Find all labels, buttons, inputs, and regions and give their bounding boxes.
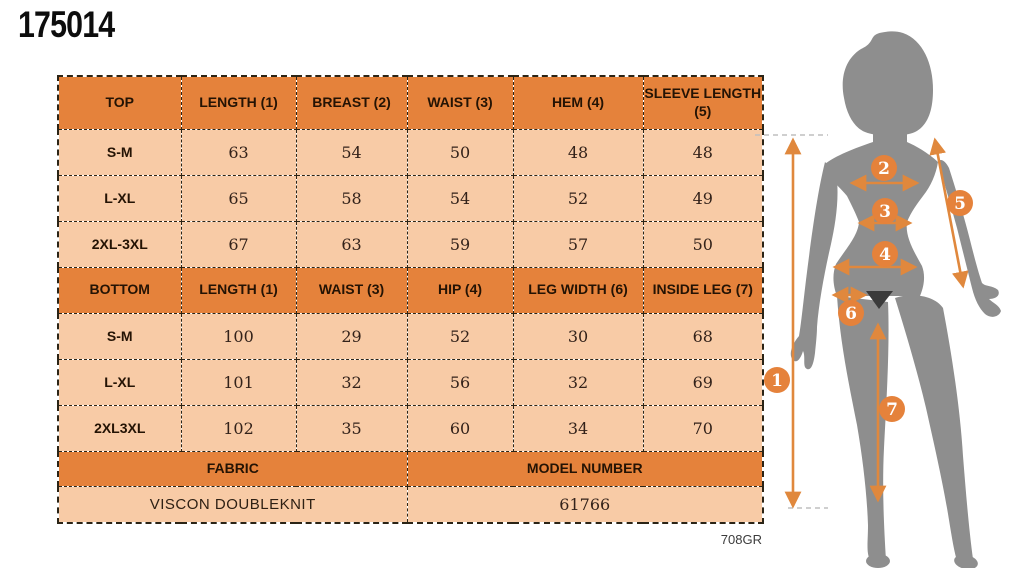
value-cell: 54 (295, 128, 408, 176)
marker-label: 6 (845, 304, 857, 324)
bottom-header-row: BOTTOM LENGTH (1) WAIST (3) HIP (4) LEG … (57, 266, 764, 314)
value-cell: 50 (642, 220, 764, 268)
arrow-sleeve-5 (929, 137, 969, 289)
value-cell: 49 (642, 174, 764, 222)
marker-circle-4 (872, 241, 898, 267)
header-cell-hip: HIP (4) (406, 266, 514, 314)
header-cell-sleeve-length: SLEEVE LENGTH (5) (642, 75, 764, 130)
value-cell: 32 (295, 358, 408, 406)
fabric-value-cell: VISCON DOUBLEKNIT (57, 485, 408, 524)
value-cell: 54 (406, 174, 514, 222)
top-header-row: TOP LENGTH (1) BREAST (2) WAIST (3) HEM … (57, 75, 764, 130)
value-cell: 100 (180, 312, 297, 360)
marker-label: 3 (879, 202, 891, 222)
marker-circle-1 (764, 367, 790, 393)
header-cell-waist: WAIST (3) (295, 266, 408, 314)
header-cell-length: LENGTH (1) (180, 266, 297, 314)
header-cell-inside-leg: INSIDE LEG (7) (642, 266, 764, 314)
value-cell: 102 (180, 404, 297, 452)
header-cell-hem: HEM (4) (512, 75, 644, 130)
value-cell: 67 (180, 220, 297, 268)
value-cell: 30 (512, 312, 644, 360)
value-cell: 35 (295, 404, 408, 452)
value-cell: 48 (512, 128, 644, 176)
marker-circle-3 (872, 198, 898, 224)
table-row: S-M 100 29 52 30 68 (57, 312, 764, 360)
header-cell-fabric: FABRIC (57, 450, 408, 487)
marker-label: 5 (954, 194, 966, 214)
value-cell: 68 (642, 312, 764, 360)
size-cell: 2XL3XL (57, 404, 182, 452)
size-cell: 2XL-3XL (57, 220, 182, 268)
value-cell: 56 (406, 358, 514, 406)
size-cell: S-M (57, 128, 182, 176)
product-code: 175014 (18, 4, 115, 45)
size-table: TOP LENGTH (1) BREAST (2) WAIST (3) HEM … (57, 75, 764, 524)
value-cell: 52 (512, 174, 644, 222)
fabric-header-row: FABRIC MODEL NUMBER (57, 450, 764, 487)
size-cell: L-XL (57, 358, 182, 406)
header-cell-model-number: MODEL NUMBER (406, 450, 764, 487)
table-row: L-XL 65 58 54 52 49 (57, 174, 764, 222)
header-cell-bottom: BOTTOM (57, 266, 182, 314)
value-cell: 70 (642, 404, 764, 452)
header-cell-waist: WAIST (3) (406, 75, 514, 130)
table-row: 2XL3XL 102 35 60 34 70 (57, 404, 764, 452)
marker-label: 1 (771, 371, 783, 391)
marker-circle-5 (947, 190, 973, 216)
value-cell: 63 (180, 128, 297, 176)
marker-circle-2 (871, 155, 897, 181)
value-cell: 65 (180, 174, 297, 222)
header-cell-top: TOP (57, 75, 182, 130)
marker-circle-6 (838, 300, 864, 326)
value-cell: 63 (295, 220, 408, 268)
measurement-figure-svg: 1 2 3 4 5 6 7 (755, 31, 1001, 568)
marker-label: 2 (878, 159, 890, 179)
value-cell: 101 (180, 358, 297, 406)
table-row: 2XL-3XL 67 63 59 57 50 (57, 220, 764, 268)
model-number-cell: 61766 (406, 485, 764, 524)
marker-circle-7 (879, 396, 905, 422)
value-cell: 34 (512, 404, 644, 452)
value-cell: 32 (512, 358, 644, 406)
value-cell: 59 (406, 220, 514, 268)
marker-label: 4 (879, 245, 891, 265)
measurement-figure: 1 2 3 4 5 6 7 (755, 30, 1024, 568)
table-row: L-XL 101 32 56 32 69 (57, 358, 764, 406)
marker-label: 7 (886, 400, 898, 420)
value-cell: 52 (406, 312, 514, 360)
value-cell: 60 (406, 404, 514, 452)
fabric-value-row: VISCON DOUBLEKNIT 61766 (57, 485, 764, 524)
size-cell: S-M (57, 312, 182, 360)
header-cell-leg-width: LEG WIDTH (6) (512, 266, 644, 314)
table-row: S-M 63 54 50 48 48 (57, 128, 764, 176)
size-cell: L-XL (57, 174, 182, 222)
value-cell: 29 (295, 312, 408, 360)
woman-silhouette (790, 31, 1001, 568)
header-cell-length: LENGTH (1) (180, 75, 297, 130)
value-cell: 58 (295, 174, 408, 222)
sheet-code: 708GR (720, 532, 762, 547)
header-cell-breast: BREAST (2) (295, 75, 408, 130)
value-cell: 50 (406, 128, 514, 176)
value-cell: 57 (512, 220, 644, 268)
value-cell: 48 (642, 128, 764, 176)
value-cell: 69 (642, 358, 764, 406)
